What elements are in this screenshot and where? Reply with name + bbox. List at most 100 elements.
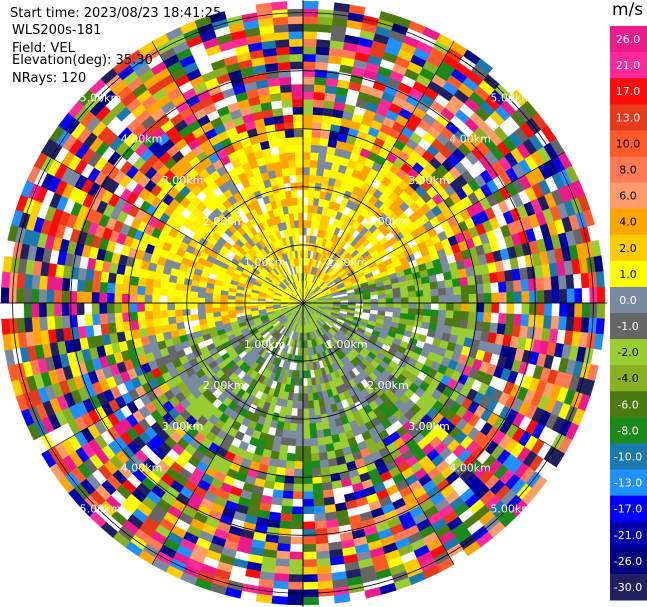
gate-cell (276, 543, 291, 553)
gate-cell (302, 348, 306, 357)
elevation-label: Elevation(deg): 35.30 (12, 53, 153, 68)
gate-cell (288, 430, 297, 439)
gate-cell (595, 318, 605, 335)
gate-cell (430, 288, 439, 297)
gate-cell (287, 205, 294, 214)
gate-cell (309, 167, 318, 176)
gate-cell (498, 292, 508, 304)
gate-cell (313, 505, 326, 515)
gate-cell (313, 407, 321, 416)
gate-cell (286, 144, 296, 154)
gate-cell (289, 174, 297, 184)
gate-cell (151, 286, 161, 296)
gate-cell (302, 596, 320, 606)
gate-cell (467, 284, 477, 295)
gate-cell (459, 276, 469, 287)
gate-cell (286, 0, 304, 10)
gate-cell (312, 392, 319, 401)
gate-cell (114, 312, 124, 323)
gate-cell (461, 302, 470, 312)
gate-cell (551, 289, 560, 304)
gate-cell (137, 276, 147, 287)
gate-cell (302, 559, 318, 568)
gate-cell (152, 279, 162, 289)
gate-cell (320, 466, 331, 476)
colorbar-tick-label: -4.0 (617, 372, 638, 385)
gate-cell (291, 400, 299, 409)
gate-cell (296, 181, 304, 191)
gate-cell (292, 114, 304, 123)
gate-cell (159, 309, 169, 319)
gate-cell (528, 302, 538, 316)
gate-cell (316, 38, 331, 48)
gate-cell (280, 437, 290, 446)
gate-cell (275, 38, 290, 48)
gate-cell (130, 275, 140, 286)
gate-cell (302, 468, 313, 477)
gate-cell (294, 461, 304, 470)
gate-cell (219, 298, 228, 304)
gate-cell (293, 129, 304, 138)
gate-cell (408, 302, 417, 310)
gate-cell (234, 302, 243, 307)
gate-cell (315, 535, 329, 545)
gate-cell (83, 291, 93, 304)
gate-cell (302, 151, 312, 160)
gate-cell (446, 294, 455, 304)
gate-cell (76, 290, 85, 304)
gate-cell (318, 145, 329, 155)
gate-cell (481, 273, 491, 285)
gate-cell (234, 305, 244, 311)
gate-cell (294, 136, 304, 145)
gate-cell (302, 430, 311, 440)
gate-cell (114, 292, 123, 304)
gate-cell (274, 31, 290, 41)
gate-cell (302, 136, 312, 145)
colorbar-tick-label: -13.0 (614, 477, 642, 490)
gate-cell (219, 306, 229, 312)
gate-cell (558, 316, 568, 331)
gate-cell (430, 295, 440, 304)
gate-cell (23, 317, 33, 333)
gate-cell (466, 320, 476, 331)
gate-cell (302, 189, 310, 198)
gate-cell (212, 302, 221, 308)
gate-cell (249, 302, 258, 306)
gate-cell (302, 438, 311, 447)
gate-cell (98, 302, 108, 314)
gate-cell (559, 288, 568, 304)
gate-cell (378, 298, 387, 304)
gate-cell (370, 298, 379, 304)
gate-cell (430, 302, 440, 311)
gate-cell (287, 437, 297, 447)
gate-cell (296, 415, 304, 425)
gate-cell (461, 294, 470, 304)
gate-cell (38, 316, 48, 331)
gate-cell (281, 498, 293, 507)
gate-cell (302, 528, 316, 538)
gate-cell (302, 566, 318, 576)
gate-cell (498, 281, 507, 293)
gate-cell (98, 292, 108, 304)
gate-cell (168, 322, 178, 332)
gate-cell (467, 311, 477, 322)
gate-cell (295, 166, 304, 176)
gate-cell (295, 430, 304, 440)
gate-cell (321, 115, 333, 125)
gate-cell (422, 282, 431, 291)
gate-cell (151, 302, 160, 312)
gate-cell (290, 528, 304, 538)
gate-cell (302, 144, 312, 153)
gate-cell (482, 312, 492, 323)
gate-cell (319, 137, 330, 147)
gate-cell (393, 297, 402, 304)
gate-cell (393, 302, 402, 309)
gate-cell (91, 302, 100, 315)
gate-cell (189, 296, 198, 304)
gate-cell (68, 290, 78, 304)
gate-cell (302, 400, 309, 409)
ppi-gates (0, 0, 606, 606)
gate-cell (114, 283, 124, 294)
gate-cell (276, 53, 291, 63)
